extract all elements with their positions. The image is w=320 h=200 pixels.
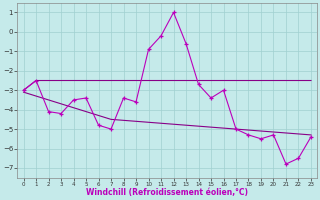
X-axis label: Windchill (Refroidissement éolien,°C): Windchill (Refroidissement éolien,°C) [86,188,248,197]
